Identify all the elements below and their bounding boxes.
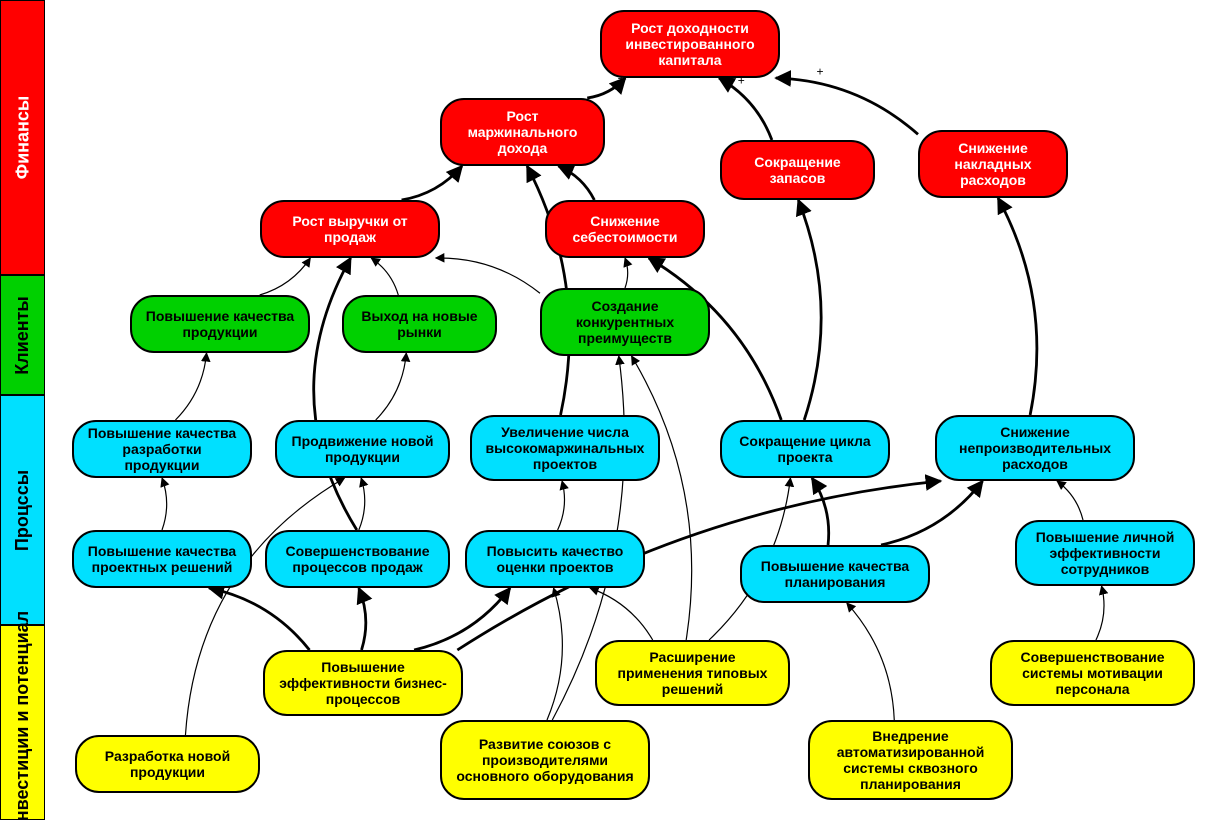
node-salesproc: Совершенствование процессов продаж — [265, 530, 450, 588]
edge-cycle-stock — [798, 200, 821, 420]
edge-personal-nonprod — [1057, 481, 1083, 520]
edge-bizproc-estqual — [414, 588, 510, 650]
node-label: Повышение качества проектных решений — [84, 543, 240, 575]
node-label: Продвижение новой продукции — [287, 433, 438, 465]
edge-promote-markets — [376, 353, 407, 420]
node-markets: Выход на новые рынки — [342, 295, 497, 353]
edge-margin-roi — [587, 78, 625, 98]
swimlane-label: Инвестиции и потенциал — [12, 611, 33, 820]
edge-typical-estqual — [590, 588, 653, 640]
edge-stock-roi — [719, 78, 772, 140]
edge-typical-advantage — [632, 356, 692, 640]
node-label: Повышение качества разработки продукции — [84, 425, 240, 473]
node-sales: Рост выручки от продаж — [260, 200, 440, 258]
node-cost: Снижение себестоимости — [545, 200, 705, 258]
node-overhead: Снижение накладных расходов — [918, 130, 1068, 198]
node-planqual: Повышение качества планирования — [740, 545, 930, 603]
node-label: Рост маржинального дохода — [452, 108, 593, 156]
node-margin: Рост маржинального дохода — [440, 98, 605, 166]
node-newprod: Разработка новой продукции — [75, 735, 260, 793]
node-label: Разработка новой продукции — [87, 748, 248, 780]
node-typical: Расширение применения типовых решений — [595, 640, 790, 706]
node-designqual: Повышение качества проектных решений — [72, 530, 252, 588]
edge-markets-sales — [371, 258, 398, 295]
node-estqual: Повысить качество оценки проектов — [465, 530, 645, 588]
edge-quality-sales — [260, 258, 311, 295]
node-label: Повысить качество оценки проектов — [477, 543, 633, 575]
swimlane-process: Процссы — [0, 395, 45, 625]
edge-bizproc-salesproc — [359, 588, 366, 650]
node-cycle: Сокращение цикла проекта — [720, 420, 890, 478]
node-label: Сокращение запасов — [732, 154, 863, 186]
node-personal: Повышение личной эффективности сотрудник… — [1015, 520, 1195, 586]
edge-overhead-roi — [776, 78, 918, 134]
node-label: Расширение применения типовых решений — [607, 649, 778, 697]
swimlane-clients: Клиенты — [0, 275, 45, 395]
node-advantage: Создание конкурентных преимуществ — [540, 288, 710, 356]
edge-sales-margin — [402, 166, 462, 200]
node-hmproj: Увеличение числа высокомаржинальных прое… — [470, 415, 660, 481]
node-label: Рост выручки от продаж — [272, 213, 428, 245]
node-bizproc: Повышение эффективности бизнес-процессов — [263, 650, 463, 716]
edge-planqual-cycle — [812, 478, 829, 545]
swimlane-finance: Финансы — [0, 0, 45, 275]
edge-nonprod-overhead — [998, 198, 1037, 415]
node-label: Снижение накладных расходов — [930, 140, 1056, 188]
node-label: Совершенствование системы мотивации перс… — [1002, 649, 1183, 697]
swimlane-label: Клиенты — [12, 296, 33, 375]
edge-advantage-cost — [625, 258, 628, 288]
node-label: Совершенствование процессов продаж — [277, 543, 438, 575]
node-promote: Продвижение новой продукции — [275, 420, 450, 478]
node-roi: Рост доходности инвестированного капитал… — [600, 10, 780, 78]
edge-salesproc-sales — [314, 258, 357, 530]
edge-label: + — [816, 64, 823, 78]
swimlane-invest: Инвестиции и потенциал — [0, 625, 45, 820]
edge-label: + — [450, 165, 457, 179]
edge-autoplan-planqual — [847, 603, 894, 720]
swimlane-label: Процссы — [12, 469, 33, 550]
node-stock: Сокращение запасов — [720, 140, 875, 200]
node-label: Создание конкурентных преимуществ — [552, 298, 698, 346]
node-motivation: Совершенствование системы мотивации перс… — [990, 640, 1195, 706]
node-label: Увеличение числа высокомаржинальных прое… — [482, 424, 648, 472]
node-label: Повышение качества планирования — [752, 558, 918, 590]
edge-advantage-sales — [436, 258, 540, 293]
strategy-map-diagram: ++++ ФинансыКлиентыПроцссыИнвестиции и п… — [0, 0, 1217, 820]
edge-devqual-quality — [175, 353, 206, 420]
node-alliance: Развитие союзов с производителями основн… — [440, 720, 650, 800]
node-label: Снижение непроизводительных расходов — [947, 424, 1123, 472]
node-label: Сокращение цикла проекта — [732, 433, 878, 465]
edge-bizproc-designqual — [209, 588, 309, 650]
node-devqual: Повышение качества разработки продукции — [72, 420, 252, 478]
edge-cost-margin — [558, 166, 594, 200]
swimlane-label: Финансы — [12, 96, 33, 180]
node-quality: Повышение качества продукции — [130, 295, 310, 353]
node-autoplan: Внедрение автоматизированной системы скв… — [808, 720, 1013, 800]
edge-designqual-devqual — [162, 478, 167, 530]
node-label: Развитие союзов с производителями основн… — [452, 736, 638, 784]
node-label: Повышение качества продукции — [142, 308, 298, 340]
node-nonprod: Снижение непроизводительных расходов — [935, 415, 1135, 481]
node-label: Снижение себестоимости — [557, 213, 693, 245]
edge-motivation-personal — [1096, 586, 1104, 640]
edge-salesproc-promote — [359, 478, 365, 530]
edge-estqual-hmproj — [558, 481, 565, 530]
node-label: Рост доходности инвестированного капитал… — [612, 20, 768, 68]
node-label: Повышение личной эффективности сотрудник… — [1027, 529, 1183, 577]
edge-planqual-nonprod — [881, 481, 983, 545]
node-label: Выход на новые рынки — [354, 308, 485, 340]
edge-alliance-estqual — [547, 588, 562, 720]
node-label: Внедрение автоматизированной системы скв… — [820, 728, 1001, 792]
node-label: Повышение эффективности бизнес-процессов — [275, 659, 451, 707]
